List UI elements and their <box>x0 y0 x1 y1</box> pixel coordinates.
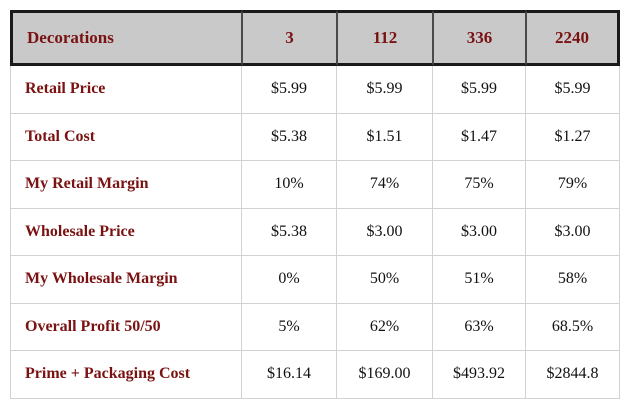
table-cell: $5.99 <box>526 66 620 114</box>
table-cell: $5.99 <box>242 66 337 114</box>
table-cell: $169.00 <box>337 351 433 399</box>
table-cell: 0% <box>242 256 337 304</box>
table-cell: $3.00 <box>526 208 620 256</box>
table-row: Wholesale Price $5.38 $3.00 $3.00 $3.00 <box>10 208 620 256</box>
table-cell: $1.47 <box>433 113 526 161</box>
table-cell: 58% <box>526 256 620 304</box>
table-row: My Wholesale Margin 0% 50% 51% 58% <box>10 256 620 304</box>
table-cell: 62% <box>337 303 433 351</box>
table-cell: $5.99 <box>337 66 433 114</box>
pricing-table: Decorations 3 112 336 2240 Retail Price … <box>10 10 620 399</box>
table-cell: $1.27 <box>526 113 620 161</box>
table-cell: $1.51 <box>337 113 433 161</box>
table-cell: 10% <box>242 161 337 209</box>
table-cell: 75% <box>433 161 526 209</box>
table-cell: $5.38 <box>242 208 337 256</box>
header-decorations: Decorations <box>10 10 242 66</box>
table-cell: $493.92 <box>433 351 526 399</box>
header-qty-3: 3 <box>242 10 337 66</box>
row-label: My Wholesale Margin <box>10 256 242 304</box>
table-cell: $5.38 <box>242 113 337 161</box>
row-label: Retail Price <box>10 66 242 114</box>
header-qty-2240: 2240 <box>526 10 620 66</box>
table-cell: $16.14 <box>242 351 337 399</box>
table-cell: $5.99 <box>433 66 526 114</box>
table-cell: 63% <box>433 303 526 351</box>
table-cell: 79% <box>526 161 620 209</box>
table-header: Decorations 3 112 336 2240 <box>10 10 620 66</box>
table-cell: $2844.8 <box>526 351 620 399</box>
table-row: Overall Profit 50/50 5% 62% 63% 68.5% <box>10 303 620 351</box>
row-label: Prime + Packaging Cost <box>10 351 242 399</box>
table-cell: 68.5% <box>526 303 620 351</box>
table-body: Retail Price $5.99 $5.99 $5.99 $5.99 Tot… <box>10 66 620 399</box>
header-qty-112: 112 <box>337 10 433 66</box>
row-label: Total Cost <box>10 113 242 161</box>
row-label: My Retail Margin <box>10 161 242 209</box>
table-cell: $3.00 <box>433 208 526 256</box>
table-cell: 50% <box>337 256 433 304</box>
table-cell: $3.00 <box>337 208 433 256</box>
table-cell: 5% <box>242 303 337 351</box>
row-label: Overall Profit 50/50 <box>10 303 242 351</box>
row-label: Wholesale Price <box>10 208 242 256</box>
table-cell: 51% <box>433 256 526 304</box>
header-row: Decorations 3 112 336 2240 <box>10 10 620 66</box>
table-row: Total Cost $5.38 $1.51 $1.47 $1.27 <box>10 113 620 161</box>
table-row: Retail Price $5.99 $5.99 $5.99 $5.99 <box>10 66 620 114</box>
table-cell: 74% <box>337 161 433 209</box>
table-row: Prime + Packaging Cost $16.14 $169.00 $4… <box>10 351 620 399</box>
header-qty-336: 336 <box>433 10 526 66</box>
table-row: My Retail Margin 10% 74% 75% 79% <box>10 161 620 209</box>
